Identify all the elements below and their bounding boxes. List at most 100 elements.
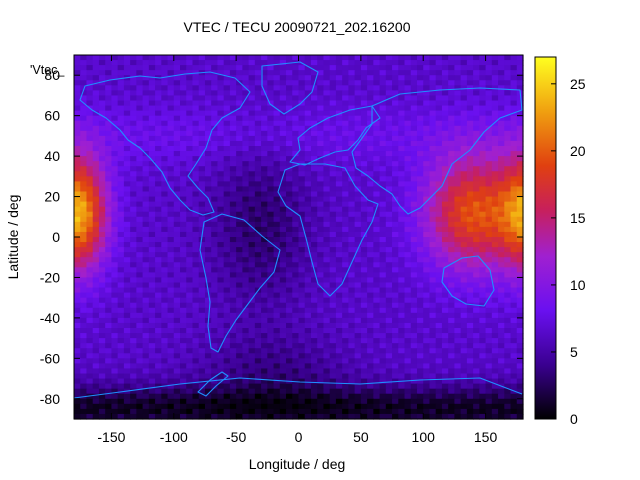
heatmap-cell — [448, 226, 456, 233]
heatmap-cell — [454, 80, 462, 86]
heatmap-cell — [286, 221, 293, 228]
heatmap-cell — [98, 211, 106, 218]
heatmap-cell — [267, 216, 275, 223]
heatmap-cell — [410, 90, 418, 97]
heatmap-cell — [516, 322, 524, 329]
heatmap-cell — [379, 105, 387, 112]
heatmap-cell — [329, 373, 337, 380]
heatmap-cell — [211, 146, 219, 152]
heatmap-cell — [516, 120, 524, 127]
heatmap-cell — [204, 95, 212, 102]
heatmap-cell — [167, 267, 175, 273]
heatmap-cell — [317, 216, 325, 223]
heatmap-cell — [466, 161, 474, 167]
heatmap-cell — [373, 171, 381, 177]
heatmap-cell — [342, 221, 349, 228]
heatmap-cell — [323, 358, 331, 364]
heatmap-cell — [242, 216, 250, 223]
heatmap-cell — [448, 181, 456, 188]
heatmap-cell — [98, 80, 106, 86]
heatmap-cell — [279, 373, 287, 380]
heatmap-cell — [398, 55, 406, 61]
heatmap-cell — [323, 206, 331, 213]
heatmap-cell — [348, 292, 356, 299]
heatmap-cell — [310, 373, 318, 380]
heatmap-cell — [448, 85, 456, 91]
heatmap-cell — [504, 95, 512, 102]
heatmap-cell — [223, 317, 231, 324]
heatmap-cell — [86, 257, 94, 263]
heatmap-cell — [261, 201, 268, 208]
heatmap-cell — [491, 130, 499, 137]
heatmap-cell — [248, 156, 256, 162]
heatmap-cell — [423, 237, 431, 243]
heatmap-cell — [292, 186, 300, 193]
heatmap-cell — [261, 317, 268, 324]
heatmap-cell — [354, 191, 362, 198]
heatmap-cell — [111, 343, 119, 349]
heatmap-cell — [348, 80, 356, 86]
heatmap-cell — [429, 70, 437, 76]
heatmap-cell — [379, 353, 387, 359]
heatmap-cell — [211, 312, 219, 319]
heatmap-cell — [329, 70, 337, 76]
heatmap-cell — [435, 120, 443, 127]
heatmap-cell — [348, 368, 356, 375]
heatmap-cell — [111, 191, 119, 198]
heatmap-cell — [292, 201, 300, 208]
heatmap-cell — [211, 80, 219, 86]
heatmap-cell — [261, 322, 268, 329]
heatmap-cell — [105, 65, 113, 71]
heatmap-cell — [105, 55, 113, 61]
heatmap-cell — [273, 70, 281, 76]
heatmap-cell — [130, 176, 137, 182]
heatmap-cell — [448, 262, 456, 268]
heatmap-cell — [229, 237, 237, 243]
heatmap-cell — [435, 65, 443, 71]
heatmap-cell — [248, 146, 256, 152]
chart-title: VTEC / TECU 20090721_202.16200 — [183, 19, 410, 35]
heatmap-cell — [242, 247, 250, 253]
heatmap-cell — [161, 161, 169, 167]
heatmap-cell — [292, 226, 300, 233]
heatmap-cell — [392, 90, 399, 97]
heatmap-cell — [379, 383, 387, 390]
heatmap-cell — [448, 363, 456, 370]
heatmap-cell — [392, 110, 399, 117]
heatmap-cell — [491, 282, 499, 289]
heatmap-cell — [441, 383, 449, 390]
heatmap-cell — [142, 186, 150, 193]
heatmap-cell — [485, 398, 493, 405]
heatmap-cell — [261, 140, 268, 147]
heatmap-cell — [292, 267, 300, 273]
heatmap-cell — [342, 333, 349, 339]
heatmap-cell — [304, 277, 312, 284]
heatmap-cell — [229, 130, 237, 137]
heatmap-cell — [186, 80, 194, 86]
heatmap-cell — [105, 95, 113, 102]
heatmap-cell — [385, 55, 393, 61]
heatmap-cell — [292, 287, 300, 294]
heatmap-cell — [74, 120, 81, 127]
heatmap-cell — [348, 353, 356, 359]
heatmap-cell — [498, 95, 505, 102]
heatmap-cell — [448, 242, 456, 248]
heatmap-cell — [498, 115, 505, 122]
heatmap-cell — [86, 353, 94, 359]
heatmap-cell — [304, 191, 312, 198]
heatmap-cell — [123, 358, 131, 364]
heatmap-cell — [273, 317, 281, 324]
heatmap-cell — [105, 181, 113, 188]
heatmap-cell — [180, 257, 187, 263]
heatmap-cell — [86, 272, 94, 279]
heatmap-cell — [304, 186, 312, 193]
heatmap-cell — [329, 312, 337, 319]
heatmap-cell — [186, 368, 194, 375]
heatmap-cell — [466, 201, 474, 208]
heatmap-cell — [286, 130, 293, 137]
heatmap-cell — [342, 252, 349, 258]
heatmap-cell — [111, 262, 119, 268]
heatmap-cell — [423, 156, 431, 162]
heatmap-cell — [105, 383, 113, 390]
heatmap-cell — [379, 287, 387, 294]
